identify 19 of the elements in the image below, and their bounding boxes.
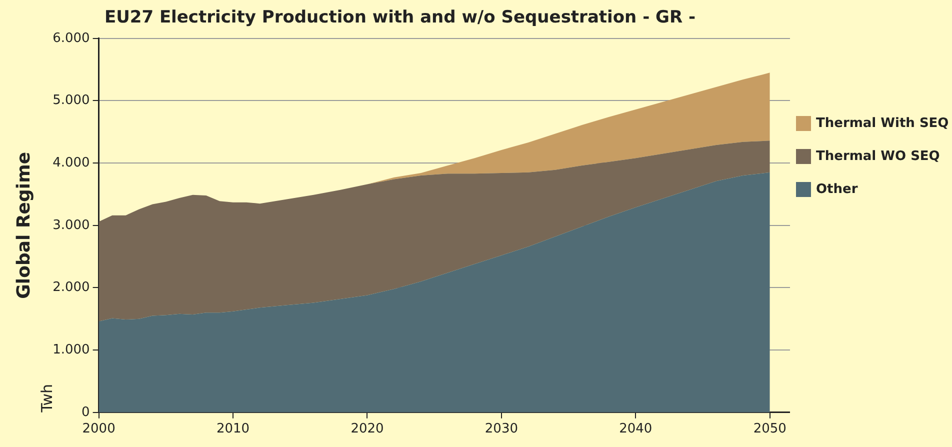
y-tick-label: 4.000 bbox=[52, 155, 90, 170]
y-axis-title: Global Regime bbox=[13, 152, 34, 299]
x-tick-label: 2020 bbox=[350, 422, 384, 437]
y-tick-label: 2.000 bbox=[52, 280, 90, 296]
x-tick-label: 2000 bbox=[82, 422, 116, 437]
y-tick-label: 5.000 bbox=[52, 93, 90, 108]
text: Twh bbox=[38, 384, 56, 414]
x-tick-label: 2040 bbox=[619, 422, 652, 437]
y-tick-label: 0 bbox=[82, 404, 90, 420]
chart-title: EU27 Electricity Production with and w/o Sequestration - GR - bbox=[104, 8, 696, 28]
y-tick-label: 3.000 bbox=[52, 218, 90, 233]
y-tick-label: 1.000 bbox=[52, 342, 90, 358]
x-tick-label: 2050 bbox=[753, 422, 786, 437]
x-tick-label: 2010 bbox=[216, 422, 250, 437]
x-tick-label: 2030 bbox=[484, 422, 518, 437]
legend-label: Thermal WO SEQ bbox=[816, 149, 940, 164]
y-tick-label: 6.000 bbox=[52, 30, 90, 46]
legend-label: Other bbox=[816, 182, 858, 197]
legend-label: Thermal With SEQ bbox=[816, 116, 949, 131]
